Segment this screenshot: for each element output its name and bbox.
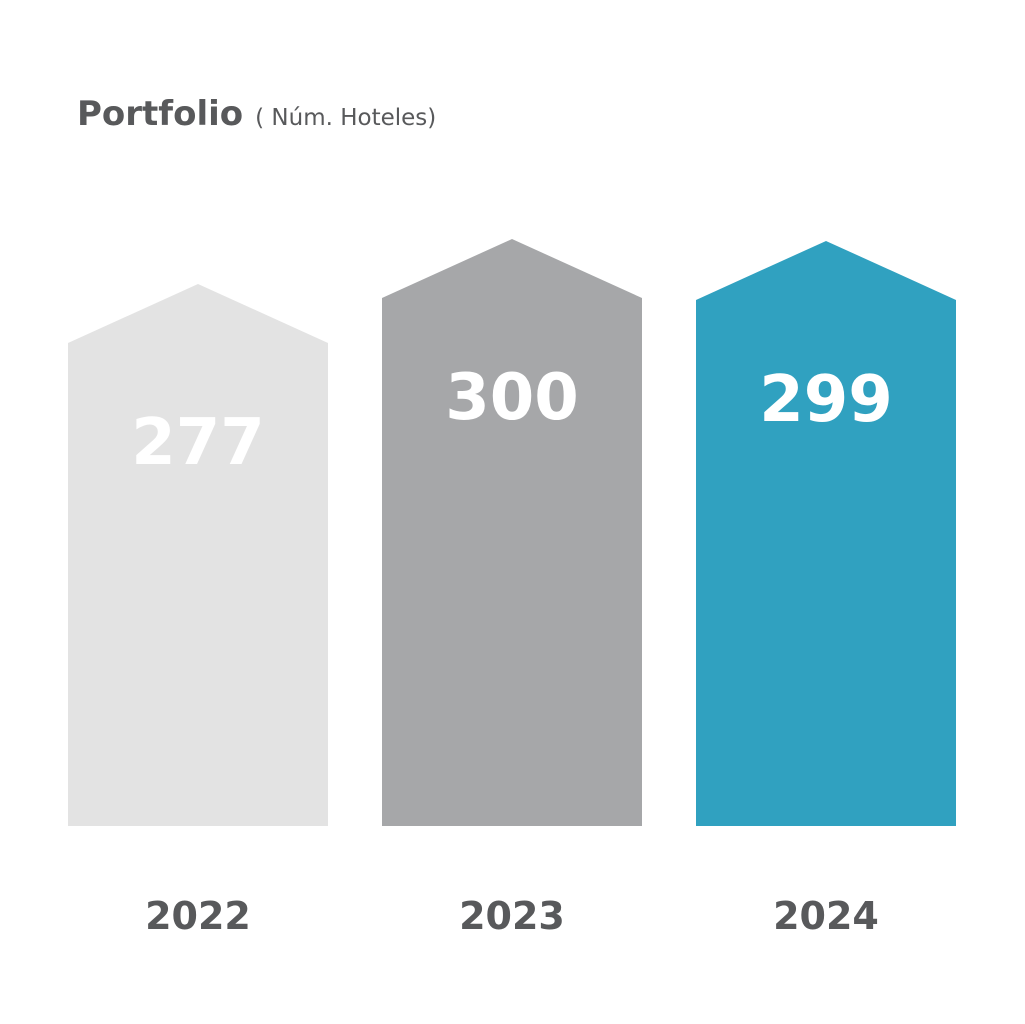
category-label: 2024 [773, 894, 879, 938]
chart-title-main: Portfolio [77, 94, 243, 134]
bar-2022 [68, 284, 328, 827]
bar-value-label: 300 [445, 361, 579, 435]
bars-group: 277 2022 300 2023 299 2024 [68, 239, 956, 938]
bar-value-label: 277 [131, 406, 265, 480]
bar-value-label: 299 [759, 363, 893, 437]
chart-title: Portfolio ( Núm. Hoteles) [77, 94, 436, 134]
category-label: 2022 [145, 894, 251, 938]
chart-subtitle: ( Núm. Hoteles) [255, 105, 436, 131]
category-label: 2023 [459, 894, 565, 938]
bar-2024 [696, 240, 956, 826]
bar-2023 [382, 239, 642, 826]
